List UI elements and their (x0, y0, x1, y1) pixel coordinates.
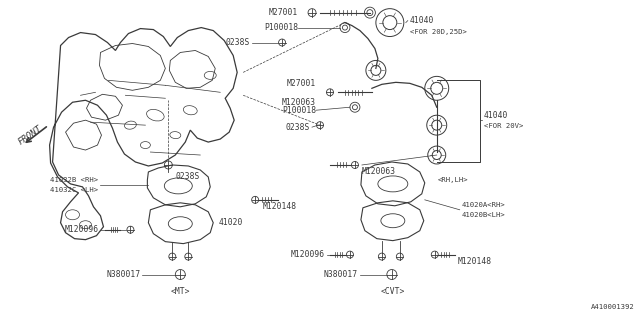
Text: <MT>: <MT> (170, 287, 190, 296)
Text: M120096: M120096 (65, 225, 99, 234)
Text: M120148: M120148 (458, 257, 492, 266)
Text: 41040: 41040 (410, 16, 434, 25)
Text: M120063: M120063 (282, 98, 316, 107)
Text: <CVT>: <CVT> (381, 287, 405, 296)
Text: 0238S: 0238S (285, 123, 310, 132)
Text: A410001392: A410001392 (591, 304, 634, 310)
Text: 41032C <LH>: 41032C <LH> (51, 187, 99, 193)
Text: <FOR 20V>: <FOR 20V> (484, 123, 523, 129)
Text: 41032B <RH>: 41032B <RH> (51, 177, 99, 183)
Text: P100018: P100018 (264, 23, 298, 32)
Text: FRONT: FRONT (17, 124, 44, 147)
Text: 41020: 41020 (218, 218, 243, 227)
Text: 41020B<LH>: 41020B<LH> (461, 212, 506, 218)
Text: M27001: M27001 (269, 8, 298, 17)
Text: M120148: M120148 (262, 202, 296, 211)
Text: 41040: 41040 (484, 111, 508, 120)
Text: 0238S: 0238S (226, 38, 250, 47)
Text: N380017: N380017 (106, 270, 140, 279)
Text: <RH,LH>: <RH,LH> (438, 177, 468, 183)
Text: M27001: M27001 (287, 79, 316, 88)
Text: P100018: P100018 (282, 106, 316, 115)
Text: M120096: M120096 (291, 250, 325, 259)
Text: 0238S: 0238S (175, 172, 200, 181)
Text: M120063: M120063 (362, 167, 396, 176)
Text: 41020A<RH>: 41020A<RH> (461, 202, 506, 208)
Text: N380017: N380017 (324, 270, 358, 279)
Text: <FOR 20D,25D>: <FOR 20D,25D> (410, 28, 467, 35)
